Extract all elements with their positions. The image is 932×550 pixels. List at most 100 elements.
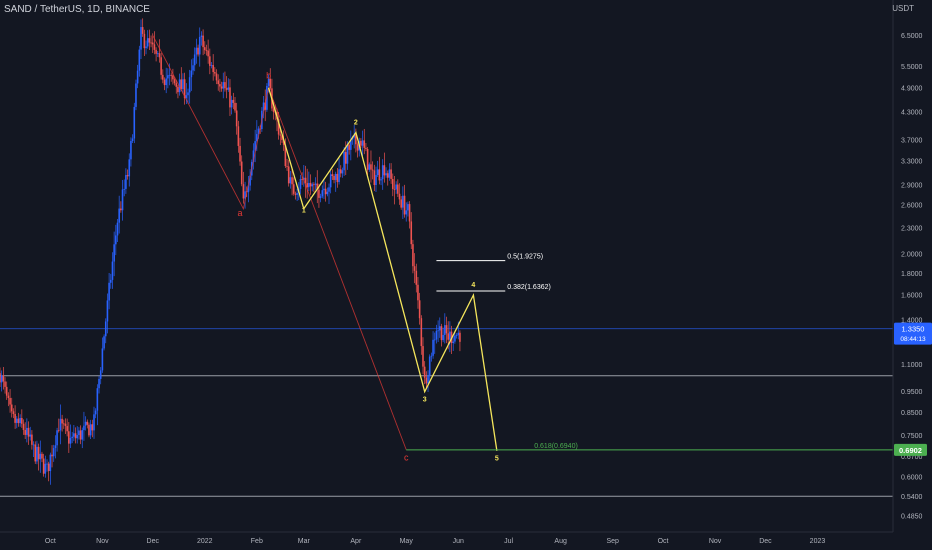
candle-body [195, 47, 198, 55]
candle-body [328, 187, 330, 192]
candle-body [49, 454, 52, 472]
candle-body [339, 169, 342, 174]
candle-body [182, 79, 184, 90]
candle-body [66, 426, 68, 432]
candle-body [111, 261, 114, 280]
candle-body [118, 208, 120, 223]
candle-body [371, 169, 374, 171]
candle-body [89, 424, 92, 436]
symbol-header[interactable]: SAND / TetherUS, 1D, BINANCE [4, 4, 150, 15]
candle-body [286, 166, 288, 167]
candle-body [197, 47, 199, 55]
price-tick-label: 0.6000 [901, 474, 923, 481]
candle-body [14, 414, 16, 423]
candle-body [306, 183, 308, 188]
price-tick-label: 1.8000 [901, 271, 923, 278]
candle-body [256, 134, 258, 142]
candle-body [356, 144, 359, 151]
candle-body [257, 128, 260, 135]
candle-body [51, 454, 53, 457]
candle-body [386, 173, 389, 178]
candle-body [5, 386, 8, 396]
candle-body [452, 341, 455, 344]
candle-body [432, 339, 434, 356]
candle-body [96, 388, 99, 411]
candle-body [239, 145, 241, 162]
candle-body [360, 140, 362, 146]
candle-body [162, 74, 164, 80]
candle-body [447, 333, 449, 340]
candle-body [388, 169, 391, 178]
candle-body [188, 77, 191, 93]
candle-body [393, 188, 396, 190]
price-tick-label: 6.5000 [901, 33, 923, 40]
time-axis-panel[interactable] [0, 532, 932, 550]
candle-body [230, 99, 233, 108]
candle-body [395, 184, 397, 190]
candle-body [84, 421, 87, 426]
candle-body [215, 73, 218, 81]
candle-body [219, 84, 221, 87]
candle-body [99, 370, 102, 379]
candle-body [391, 178, 394, 189]
candle-body [203, 47, 206, 51]
candle-body [192, 65, 194, 71]
candle-body [145, 46, 147, 49]
candle-body [131, 138, 134, 142]
candle-body [200, 35, 203, 37]
candle-body [217, 80, 220, 85]
candle-body [193, 54, 196, 66]
candle-body [41, 453, 43, 459]
candle-body [148, 38, 151, 43]
candle-body [308, 182, 310, 188]
time-tick-label: Aug [554, 538, 567, 545]
time-tick-label: Apr [350, 538, 362, 545]
candle-body [331, 174, 334, 176]
candle-body [113, 244, 115, 262]
price-tick-label: 0.5400 [901, 494, 923, 501]
price-tick-label: 2.6000 [901, 203, 923, 210]
candle-body [444, 325, 446, 335]
wave-label-4: 4 [471, 282, 475, 289]
candle-body [68, 431, 70, 444]
candle-body [385, 173, 387, 176]
price-tick-label: 0.4850 [901, 514, 923, 521]
wave-label-1: 1 [302, 207, 306, 214]
candle-body [24, 429, 26, 435]
candle-body [410, 221, 413, 245]
candle-body [249, 175, 251, 186]
candle-body [198, 36, 201, 55]
candle-body [269, 78, 272, 89]
candle-body [146, 38, 149, 47]
candle-body [316, 183, 319, 190]
candle-body [417, 284, 419, 301]
candle-body [0, 375, 3, 383]
candle-body [180, 79, 183, 90]
candle-body [304, 177, 307, 184]
candle-body [350, 139, 352, 150]
target-price-badge [894, 443, 927, 456]
candle-body [128, 159, 131, 177]
candle-body [454, 335, 456, 342]
price-axis-panel[interactable] [893, 0, 932, 532]
fib-level-label: 0.382(1.6362) [507, 284, 551, 291]
candle-body [21, 417, 23, 424]
price-tick-label: 2.0000 [901, 251, 923, 258]
candle-body [172, 75, 174, 80]
candle-body [31, 434, 33, 445]
candle-body [106, 300, 109, 322]
candle-body [27, 427, 30, 437]
candle-body [323, 188, 325, 191]
candle-body [158, 53, 161, 58]
candle-body [62, 423, 65, 425]
candle-body [76, 435, 79, 439]
candle-body [299, 179, 302, 189]
candle-body [227, 87, 230, 90]
candle-body [423, 366, 426, 378]
candle-body [212, 65, 214, 73]
candle-body [168, 74, 171, 76]
candle-body [247, 185, 250, 193]
time-tick-label: Nov [709, 538, 722, 545]
